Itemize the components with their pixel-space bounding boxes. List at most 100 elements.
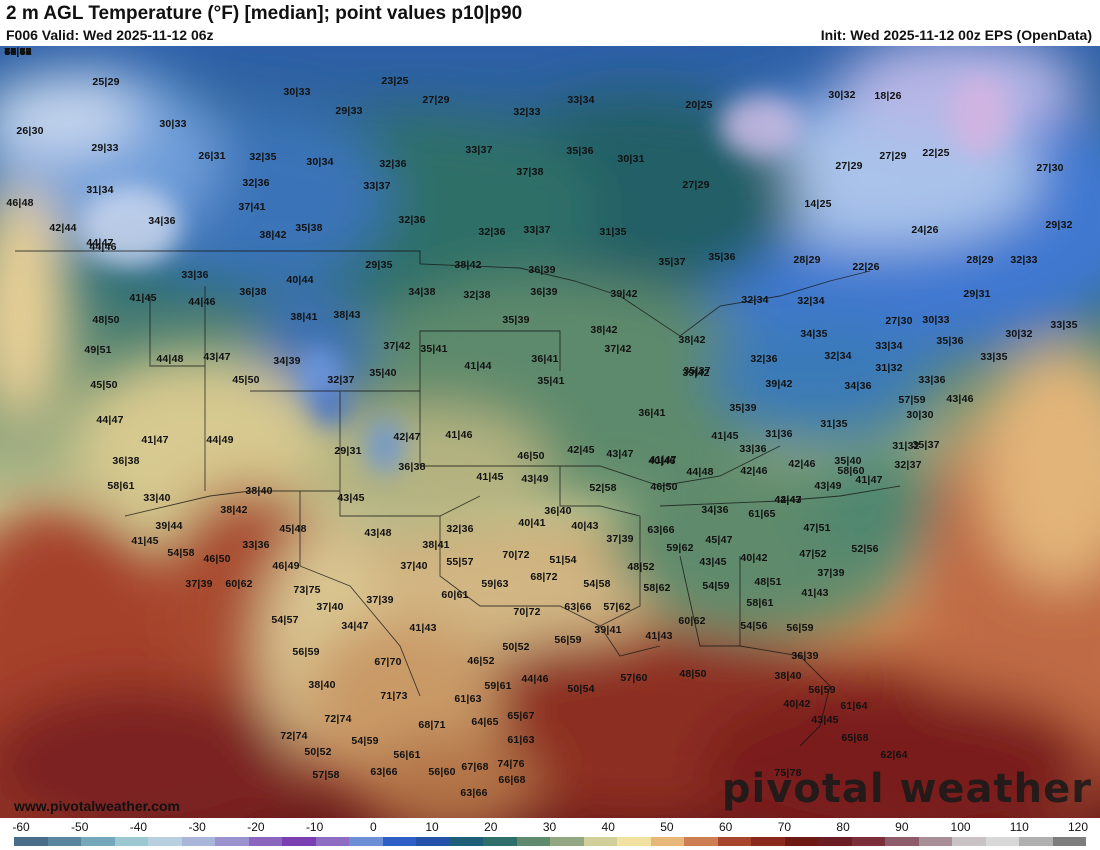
point-value-label: 32|36 bbox=[478, 226, 506, 238]
point-value-label: 44|47 bbox=[96, 414, 124, 426]
point-value-label: 71|73 bbox=[380, 690, 408, 702]
point-value-label: 54|56 bbox=[740, 620, 768, 632]
point-value-label: 67|70 bbox=[374, 656, 402, 668]
point-value-label: 68|71 bbox=[418, 719, 446, 731]
point-value-label: 32|36 bbox=[750, 353, 778, 365]
colorbar: -60 -50 -40 -30 -20 -10 0 10 20 30 40 50 60 70 80 90 100… bbox=[0, 818, 1100, 850]
header: 2 m AGL Temperature (°F) [median]; point… bbox=[0, 0, 1100, 46]
point-value-label: 31|34 bbox=[86, 184, 114, 196]
point-value-label: 33|36 bbox=[739, 443, 767, 455]
point-value-label: 30|32 bbox=[828, 89, 856, 101]
point-value-label: 37|42 bbox=[604, 343, 632, 355]
point-value-label: 35|36 bbox=[708, 251, 736, 263]
colorbar-swatch bbox=[583, 837, 617, 846]
point-value-label: 27|30 bbox=[885, 315, 913, 327]
point-value-label: 35|41 bbox=[420, 343, 448, 355]
point-value-label: 59|62 bbox=[666, 542, 694, 554]
point-value-label: 48|50 bbox=[92, 314, 120, 326]
point-value-label: 46|50 bbox=[517, 450, 545, 462]
point-value-label: 38|40 bbox=[308, 679, 336, 691]
colorbar-swatch bbox=[717, 837, 751, 846]
point-value-label: 31|36 bbox=[765, 428, 793, 440]
colorbar-tick-label: -20 bbox=[247, 820, 265, 834]
point-value-label: 37|39 bbox=[366, 594, 394, 606]
point-value-label: 54|59 bbox=[351, 735, 379, 747]
point-value-label: 18|26 bbox=[874, 90, 902, 102]
point-value-label: 34|36 bbox=[701, 504, 729, 516]
point-value-label: 32|33 bbox=[1010, 254, 1038, 266]
point-value-label: 54|58 bbox=[583, 578, 611, 590]
point-value-label: 49|51 bbox=[84, 344, 112, 356]
point-value-label: 60|62 bbox=[225, 578, 253, 590]
point-value-label: 33|37 bbox=[465, 144, 493, 156]
point-value-label: 63|66 bbox=[460, 787, 488, 799]
colorbar-swatch bbox=[818, 837, 852, 846]
point-value-label: 58|61 bbox=[746, 597, 774, 609]
colorbar-tick-label: -60 bbox=[12, 820, 30, 834]
website-label[interactable]: www.pivotalweather.com bbox=[14, 798, 180, 814]
point-value-label: 37|39 bbox=[817, 567, 845, 579]
point-value-label: 31|35 bbox=[599, 226, 627, 238]
point-value-label: 41|46 bbox=[445, 429, 473, 441]
colorbar-swatch bbox=[684, 837, 718, 846]
point-value-label: 24|26 bbox=[911, 224, 939, 236]
point-value-label: 33|35 bbox=[980, 351, 1008, 363]
point-value-label: 54|55 bbox=[4, 46, 32, 58]
point-value-label: 29|35 bbox=[365, 259, 393, 271]
point-value-label: 50|52 bbox=[502, 641, 530, 653]
point-value-label: 38|42 bbox=[220, 504, 248, 516]
point-value-label: 43|47 bbox=[606, 448, 634, 460]
point-value-label: 68|72 bbox=[530, 571, 558, 583]
point-value-label: 38|42 bbox=[590, 324, 618, 336]
point-value-label: 32|34 bbox=[797, 295, 825, 307]
point-value-label: 48|52 bbox=[627, 561, 655, 573]
point-value-label: 45|47 bbox=[705, 534, 733, 546]
point-value-label: 42|43 bbox=[774, 494, 802, 506]
point-value-label: 31|35 bbox=[820, 418, 848, 430]
point-value-label: 67|68 bbox=[461, 761, 489, 773]
point-value-label: 44|46 bbox=[188, 296, 216, 308]
point-value-label: 56|59 bbox=[808, 684, 836, 696]
point-value-label: 32|36 bbox=[379, 158, 407, 170]
point-value-label: 64|65 bbox=[471, 716, 499, 728]
point-value-label: 63|66 bbox=[647, 524, 675, 536]
point-value-label: 57|58 bbox=[312, 769, 340, 781]
point-value-label: 39|44 bbox=[155, 520, 183, 532]
colorbar-tick-label: 30 bbox=[542, 820, 557, 834]
point-value-label: 26|30 bbox=[16, 125, 44, 137]
point-value-label: 38|43 bbox=[333, 309, 361, 321]
point-value-label: 60|62 bbox=[678, 615, 706, 627]
point-value-label: 61|63 bbox=[454, 693, 482, 705]
point-value-label: 46|48 bbox=[6, 197, 34, 209]
point-value-label: 35|36 bbox=[936, 335, 964, 347]
point-value-label: 41|47 bbox=[649, 454, 677, 466]
point-value-label: 28|29 bbox=[966, 254, 994, 266]
point-value-label: 33|36 bbox=[918, 374, 946, 386]
point-value-label: 41|43 bbox=[645, 630, 673, 642]
colorbar-swatch bbox=[248, 837, 282, 846]
colorbar-swatch bbox=[885, 837, 919, 846]
point-value-label: 38|42 bbox=[454, 259, 482, 271]
colorbar-swatch bbox=[215, 837, 249, 846]
point-value-label: 36|38 bbox=[239, 286, 267, 298]
colorbar-swatch bbox=[1052, 837, 1086, 846]
point-value-label: 37|39 bbox=[606, 533, 634, 545]
point-value-label: 36|39 bbox=[791, 650, 819, 662]
colorbar-swatch bbox=[851, 837, 885, 846]
colorbar-swatch bbox=[282, 837, 316, 846]
point-value-label: 35|39 bbox=[502, 314, 530, 326]
point-value-label: 29|32 bbox=[1045, 219, 1073, 231]
point-value-label: 78|81 bbox=[4, 46, 32, 58]
colorbar-tick-label: 90 bbox=[895, 820, 909, 834]
point-value-label: 39|41 bbox=[594, 624, 622, 636]
point-value-label: 25|29 bbox=[92, 76, 120, 88]
point-value-label: 39|42 bbox=[682, 367, 710, 379]
point-value-label: 43|45 bbox=[337, 492, 365, 504]
point-value-label: 44|49 bbox=[206, 434, 234, 446]
point-value-label: 35|37 bbox=[658, 256, 686, 268]
point-value-label: 35|41 bbox=[537, 375, 565, 387]
point-value-label: 61|63 bbox=[4, 46, 32, 58]
point-value-label: 44|47 bbox=[774, 494, 802, 506]
point-value-label: 54|58 bbox=[167, 547, 195, 559]
colorbar-swatch bbox=[81, 837, 115, 846]
